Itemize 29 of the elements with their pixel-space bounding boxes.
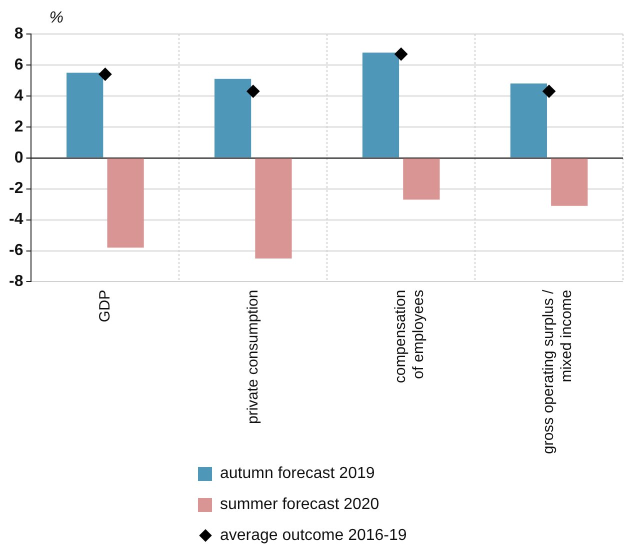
y-tick-label: 2 (14, 118, 24, 136)
y-tick-label: -8 (8, 273, 24, 290)
bar (66, 72, 104, 158)
y-tick-label: -2 (8, 180, 24, 198)
y-tick-label: 8 (14, 25, 24, 42)
x-tick-label: private consumption (244, 290, 262, 424)
y-axis-title: % (49, 9, 64, 26)
x-tick-label: gross operating surplus / mixed income (540, 288, 576, 454)
bar (214, 78, 252, 158)
bar (362, 52, 400, 158)
bar (551, 158, 588, 206)
y-tick-label: 4 (14, 87, 24, 104)
bar (107, 158, 144, 248)
point (98, 68, 112, 81)
y-tick-label: -4 (8, 211, 24, 228)
legend-label: average outcome 2016-19 (220, 526, 407, 544)
y-tick-label: 6 (14, 56, 24, 74)
x-tick-label: GDP (96, 290, 114, 322)
y-tick-label: 0 (14, 149, 24, 166)
y-tick-label: -6 (8, 242, 24, 260)
point (542, 84, 556, 98)
bar (510, 84, 547, 158)
bar (403, 158, 440, 200)
legend-label: summer forecast 2020 (220, 496, 380, 514)
bar (255, 158, 292, 259)
x-tick-label: compensation of employees (392, 290, 428, 384)
point (246, 84, 260, 98)
legend-label: autumn forecast 2019 (220, 464, 375, 482)
point (394, 48, 408, 61)
